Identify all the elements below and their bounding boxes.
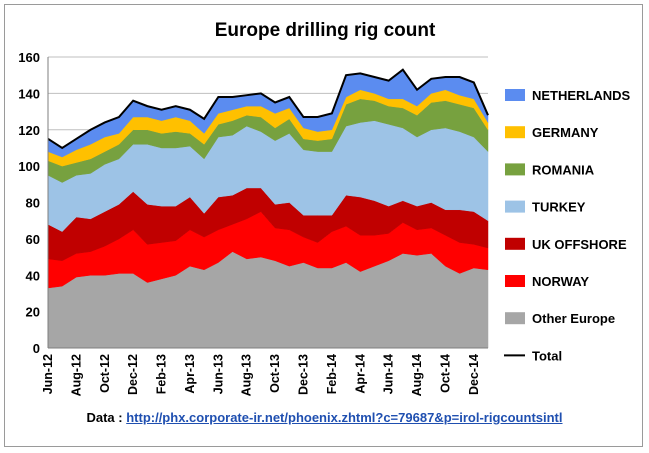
x-tick-label: Aug-12: [69, 354, 83, 396]
axes: [47, 57, 488, 349]
y-tick-label: 60: [26, 232, 40, 247]
x-tick-label: Dec-14: [467, 354, 481, 395]
stacked-areas: [47, 69, 489, 349]
x-tick-label: Feb-14: [325, 354, 339, 394]
legend-swatch-netherlands: [505, 89, 525, 101]
legend-swatch-uk-offshore: [505, 237, 525, 250]
source-note: Data : http://phx.corporate-ir.net/phoen…: [0, 410, 649, 425]
y-tick-label: 0: [33, 341, 40, 356]
legend-swatch-other-europe: [505, 312, 525, 325]
x-tick-label: Jun-12: [41, 354, 55, 394]
chart: Europe drilling rig count 0 20 40 60 80 100 12…: [18, 20, 631, 396]
x-tick-label: Apr-13: [183, 354, 197, 394]
legend-label-uk-offshore: UK OFFSHORE: [532, 237, 627, 252]
legend-label-turkey: TURKEY: [532, 200, 586, 215]
y-tick-label: 140: [18, 86, 40, 101]
y-tick-label: 40: [26, 268, 40, 283]
legend-label-germany: GERMANY: [532, 125, 599, 140]
x-tick-label: Dec-13: [297, 354, 311, 395]
legend-swatch-romania: [505, 163, 525, 176]
legend-swatch-turkey: [505, 200, 525, 213]
x-tick-label: Jun-13: [211, 354, 225, 394]
x-axis-ticks: Jun-12 Aug-12 Oct-12 Dec-12 Feb-13 Apr-13 Jun-…: [41, 354, 481, 396]
legend-label-netherlands: NETHERLANDS: [532, 88, 631, 103]
legend-label-romania: ROMANIA: [532, 162, 595, 177]
total-line: [47, 68, 489, 150]
source-link[interactable]: http://phx.corporate-ir.net/phoenix.zhtm…: [126, 410, 563, 425]
source-prefix: Data :: [86, 410, 127, 425]
x-tick-label: Dec-12: [126, 354, 140, 395]
x-tick-label: Aug-13: [240, 354, 254, 396]
x-tick-label: Apr-14: [353, 354, 367, 394]
x-tick-label: Oct-13: [268, 354, 282, 393]
y-tick-label: 120: [18, 123, 40, 138]
x-tick-label: Feb-13: [155, 354, 169, 394]
legend-label-norway: NORWAY: [532, 274, 589, 289]
legend-swatch-germany: [505, 126, 525, 139]
legend-label-total: Total: [532, 348, 562, 363]
x-tick-label: Oct-12: [98, 354, 112, 393]
legend-swatch-norway: [505, 275, 525, 287]
y-tick-label: 160: [18, 50, 40, 65]
legend: NETHERLANDS GERMANY ROMANIA TURKEY UK OFFSHO…: [504, 88, 631, 363]
y-tick-label: 100: [18, 159, 40, 174]
y-axis-ticks: 0 20 40 60 80 100 120 140 160: [18, 50, 40, 356]
y-tick-label: 80: [26, 196, 40, 211]
legend-label-other-europe: Other Europe: [532, 311, 615, 326]
y-tick-label: 20: [26, 305, 40, 320]
x-tick-label: Jun-14: [382, 354, 396, 394]
total-line-group: [47, 68, 489, 150]
x-tick-label: Oct-14: [438, 354, 452, 393]
x-tick-label: Aug-14: [410, 354, 424, 396]
chart-title: Europe drilling rig count: [215, 20, 436, 41]
